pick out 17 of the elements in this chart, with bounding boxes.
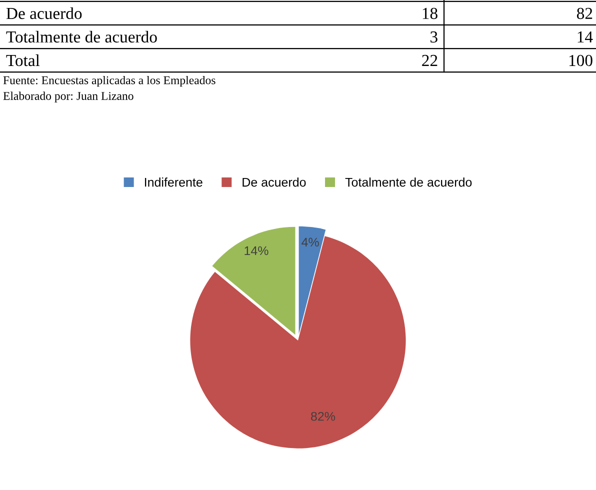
legend-label: Indiferente xyxy=(144,178,202,187)
text: De acuerdo xyxy=(6,7,82,20)
text: Elaborado por: Juan Lizano xyxy=(3,92,134,102)
text: 18 xyxy=(422,8,438,20)
text: 3 xyxy=(430,31,438,43)
text: 14 xyxy=(578,31,593,42)
text: Total xyxy=(6,54,40,66)
text: Totalmente de acuerdo xyxy=(6,30,157,43)
text: 82 xyxy=(576,8,592,20)
data-label: 14% xyxy=(244,246,268,256)
legend-label: Totalmente de acuerdo xyxy=(345,178,472,187)
source-note: Fuente: Encuestas aplicadas a los Empleados xyxy=(3,76,216,87)
data-label: 4% xyxy=(302,238,319,247)
text: 22 xyxy=(422,54,438,66)
data-label: 82% xyxy=(311,412,336,421)
legend-label: De acuerdo xyxy=(242,178,306,187)
text: 100 xyxy=(569,54,592,66)
